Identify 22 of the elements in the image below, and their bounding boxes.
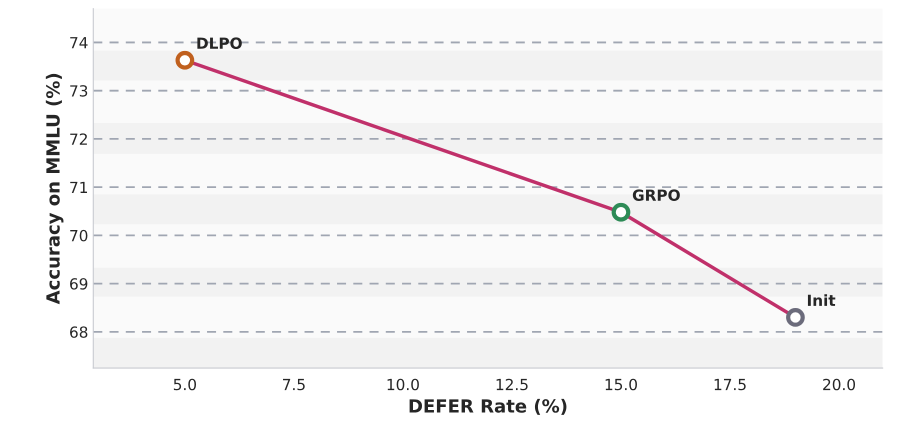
x-tick-label: 7.5 bbox=[283, 378, 305, 390]
y-tick-label: 70 bbox=[70, 230, 88, 242]
point bbox=[176, 50, 194, 70]
annotation: GRPO bbox=[632, 189, 680, 201]
x-tick-label: 17.5 bbox=[714, 378, 746, 390]
y-tick-label: 72 bbox=[70, 133, 87, 145]
x-tick-label: 5.0 bbox=[174, 378, 196, 390]
y-tick-label: 73 bbox=[70, 85, 88, 97]
x-tick-label: 10.0 bbox=[388, 378, 419, 390]
annotation: Init bbox=[808, 294, 836, 306]
x-tick-label: 20.0 bbox=[823, 378, 856, 390]
x-tick-label: 12.5 bbox=[496, 378, 528, 390]
x-axis-title: DEFER Rate (%) bbox=[410, 398, 566, 415]
y-tick-label: 68 bbox=[70, 326, 88, 338]
y-tick-label: 74 bbox=[70, 37, 88, 48]
point bbox=[612, 202, 630, 222]
annotation: DLPO bbox=[197, 37, 242, 49]
y-axis-title: Accuracy on MMLU (%) bbox=[46, 74, 64, 304]
y-tick-label: 71 bbox=[70, 182, 88, 193]
point bbox=[786, 308, 805, 327]
y-tick-label: 69 bbox=[70, 278, 88, 290]
x-tick-label: 15.0 bbox=[606, 378, 637, 390]
